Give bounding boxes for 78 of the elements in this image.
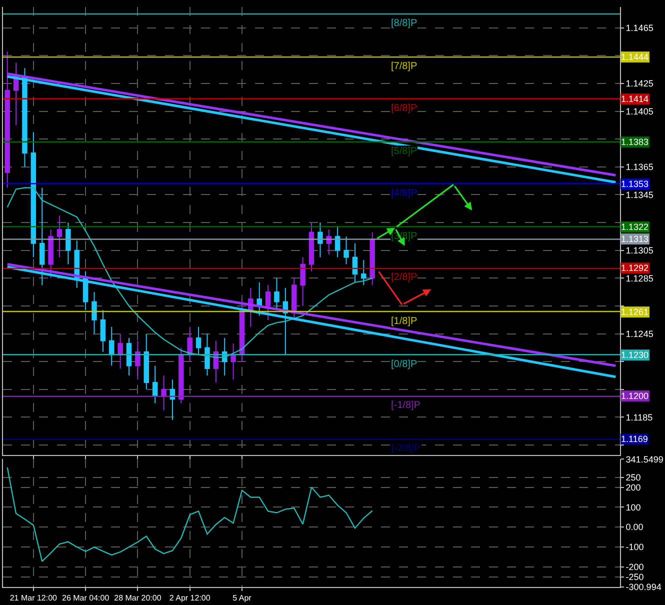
y-tick-label: 341.5499 [626, 454, 664, 464]
ref-line-label: [2/8]P [391, 272, 418, 283]
candlestick [161, 375, 166, 411]
ref-line-label: [-1/8]P [391, 400, 421, 411]
candlestick [291, 278, 297, 320]
y-tick-label: 1.1465 [626, 23, 654, 34]
y-tick-label: 1.1305 [626, 246, 654, 256]
candlestick [126, 337, 132, 376]
annotation: 1.1230 [621, 350, 649, 360]
x-tick-label: 5 Apr [232, 594, 252, 603]
annotation: 1.1292 [621, 263, 649, 273]
candlestick [170, 379, 176, 420]
annotation: 1.1444 [621, 52, 649, 62]
y-tick-label: 1.1365 [626, 162, 654, 172]
annotation: 1.1200 [621, 391, 649, 401]
annotation: 1.1414 [621, 94, 649, 104]
annotation: 1.1261 [621, 307, 649, 317]
candlestick [144, 333, 150, 390]
x-tick-label: 28 Mar 20:00 [114, 594, 162, 603]
candlestick [361, 260, 366, 286]
y-tick-label: -250 [626, 572, 644, 582]
ref-line-label: [4/8]P [391, 188, 418, 199]
y-tick-label: 1.1185 [626, 412, 653, 422]
candlestick [204, 333, 210, 376]
candlestick [370, 232, 375, 286]
ref-line-label: [7/8]P [391, 61, 418, 72]
ref-line-label: [6/8]P [391, 103, 418, 114]
candlestick [178, 347, 184, 404]
candlestick [118, 333, 123, 370]
candlestick [13, 62, 19, 126]
ref-line-label: [1/8]P [391, 316, 418, 327]
y-tick-label: 1.1245 [626, 328, 654, 339]
y-tick-label: 100 [626, 502, 641, 512]
candlestick [30, 132, 36, 258]
candlestick [92, 292, 97, 334]
y-tick-label: -100 [626, 542, 644, 552]
candlestick [334, 226, 340, 258]
candlestick [187, 326, 192, 362]
annotation: 1.1169 [621, 434, 648, 444]
y-tick-label: 250 [626, 472, 641, 482]
ref-line-label: [-2/8]P [391, 443, 421, 454]
candlestick [274, 278, 280, 311]
y-tick-label: -300.994 [626, 582, 662, 592]
candlestick [56, 215, 62, 258]
candlestick [48, 228, 54, 279]
candlestick [100, 310, 106, 352]
annotation: 1.1353 [621, 179, 649, 189]
ref-line-label: [0/8]P [391, 359, 418, 370]
annotation: 1.1383 [621, 137, 649, 147]
y-tick-label: 1.1425 [626, 78, 654, 89]
y-tick-label: 1.1345 [626, 190, 654, 200]
line-series [6, 466, 373, 562]
candlestick [300, 256, 306, 306]
candlestick [109, 326, 114, 366]
candlestick [308, 222, 314, 272]
y-tick-label: 0.00 [626, 522, 644, 532]
candlestick [152, 365, 158, 404]
y-tick-label: -200 [626, 562, 644, 572]
candlestick [135, 340, 140, 380]
candlestick [318, 222, 323, 258]
candlestick [196, 326, 202, 356]
y-tick-label: 1.1405 [626, 106, 654, 116]
y-tick-label: 1.1285 [626, 273, 654, 284]
annotation: 1.1322 [621, 222, 649, 232]
candlestick [230, 343, 236, 380]
candlestick [256, 282, 262, 316]
candlestick [66, 222, 71, 265]
ref-line-label: [5/8]P [391, 146, 418, 157]
x-tick-label: 21 Mar 12:00 [10, 594, 58, 603]
candlestick [4, 51, 10, 188]
candlestick [344, 236, 349, 265]
annotation: 1.1313 [621, 234, 649, 244]
x-tick-label: 2 Apr 12:00 [169, 594, 211, 603]
candlestick [352, 242, 358, 283]
candlestick [265, 284, 271, 320]
ref-line-label: [8/8]P [391, 18, 418, 29]
x-tick-label: 26 Mar 04:00 [62, 594, 110, 603]
y-tick-label: 200 [626, 482, 641, 492]
